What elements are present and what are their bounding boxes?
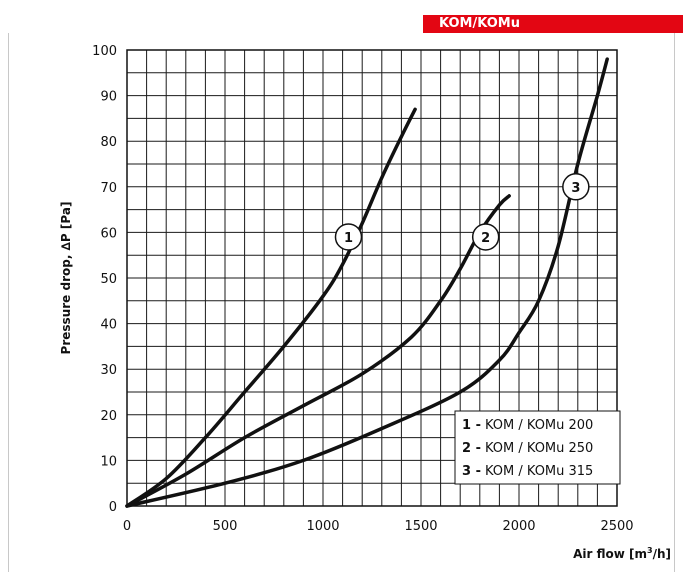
legend-label-2: KOM / KOMu 250	[485, 441, 593, 456]
legend-box	[454, 410, 621, 485]
tick-labels: 0 500 1000 1500 2000 2500 0 10 20 30 40 50 60 70 80 90 1…	[92, 44, 633, 534]
x-tick-label: 2500	[600, 519, 633, 534]
legend-key-3: 3 -	[462, 464, 481, 479]
legend-entry-1: 1 - KOM / KOMu 200	[462, 418, 593, 433]
y-tick-label: 10	[100, 454, 117, 469]
curve-3	[125, 57, 609, 508]
y-tick-label: 60	[100, 226, 117, 241]
curve-1	[125, 107, 417, 508]
legend-entry-3: 3 - KOM / KOMu 315	[462, 464, 593, 479]
legend-key-1: 1 -	[462, 418, 481, 433]
legend-key-2: 2 -	[462, 441, 481, 456]
curve-label-1: 1	[344, 231, 353, 246]
curve-label-3: 3	[571, 181, 580, 196]
legend-entry-2: 2 - KOM / KOMu 250	[462, 441, 593, 456]
plot-border	[126, 49, 618, 507]
x-tick-label: 1500	[404, 519, 437, 534]
y-tick-label: 90	[100, 90, 117, 105]
curve-label-circle	[471, 223, 500, 251]
curve-label-2: 2	[481, 231, 490, 246]
curve-label-circle	[334, 223, 363, 251]
grid	[126, 49, 618, 507]
curve-labels: 1 2 3	[334, 173, 590, 251]
x-axis-title-sup: 3	[647, 546, 653, 555]
x-axis-title-tail: /h]	[653, 547, 671, 561]
x-tick-label: 2000	[502, 519, 535, 534]
y-tick-label: 0	[109, 500, 117, 515]
y-tick-label: 80	[100, 135, 117, 150]
x-axis-title: Air flow [m3/h]	[573, 546, 671, 561]
legend-label-1: KOM / KOMu 200	[485, 418, 593, 433]
x-tick-label: 500	[213, 519, 238, 534]
y-tick-label: 30	[100, 363, 117, 378]
x-tick-label: 1000	[306, 519, 339, 534]
y-tick-label: 70	[100, 181, 117, 196]
legend: 1 - KOM / KOMu 200 2 - KOM / KOMu 250 3 - K…	[454, 410, 621, 485]
y-tick-label: 40	[100, 318, 117, 333]
x-axis-title-main: Air flow [m	[573, 547, 647, 561]
y-tick-label: 100	[92, 44, 117, 59]
x-tick-label: 0	[123, 519, 131, 534]
curve-label-circle	[562, 173, 590, 201]
legend-label-3: KOM / KOMu 315	[485, 464, 593, 479]
y-tick-label: 20	[100, 409, 117, 424]
chart-frame	[8, 33, 675, 572]
y-axis-title: Pressure drop, ∆P [Pa]	[59, 202, 73, 355]
y-tick-label: 50	[100, 272, 117, 287]
product-badge: KOM/KOMu	[423, 15, 683, 33]
